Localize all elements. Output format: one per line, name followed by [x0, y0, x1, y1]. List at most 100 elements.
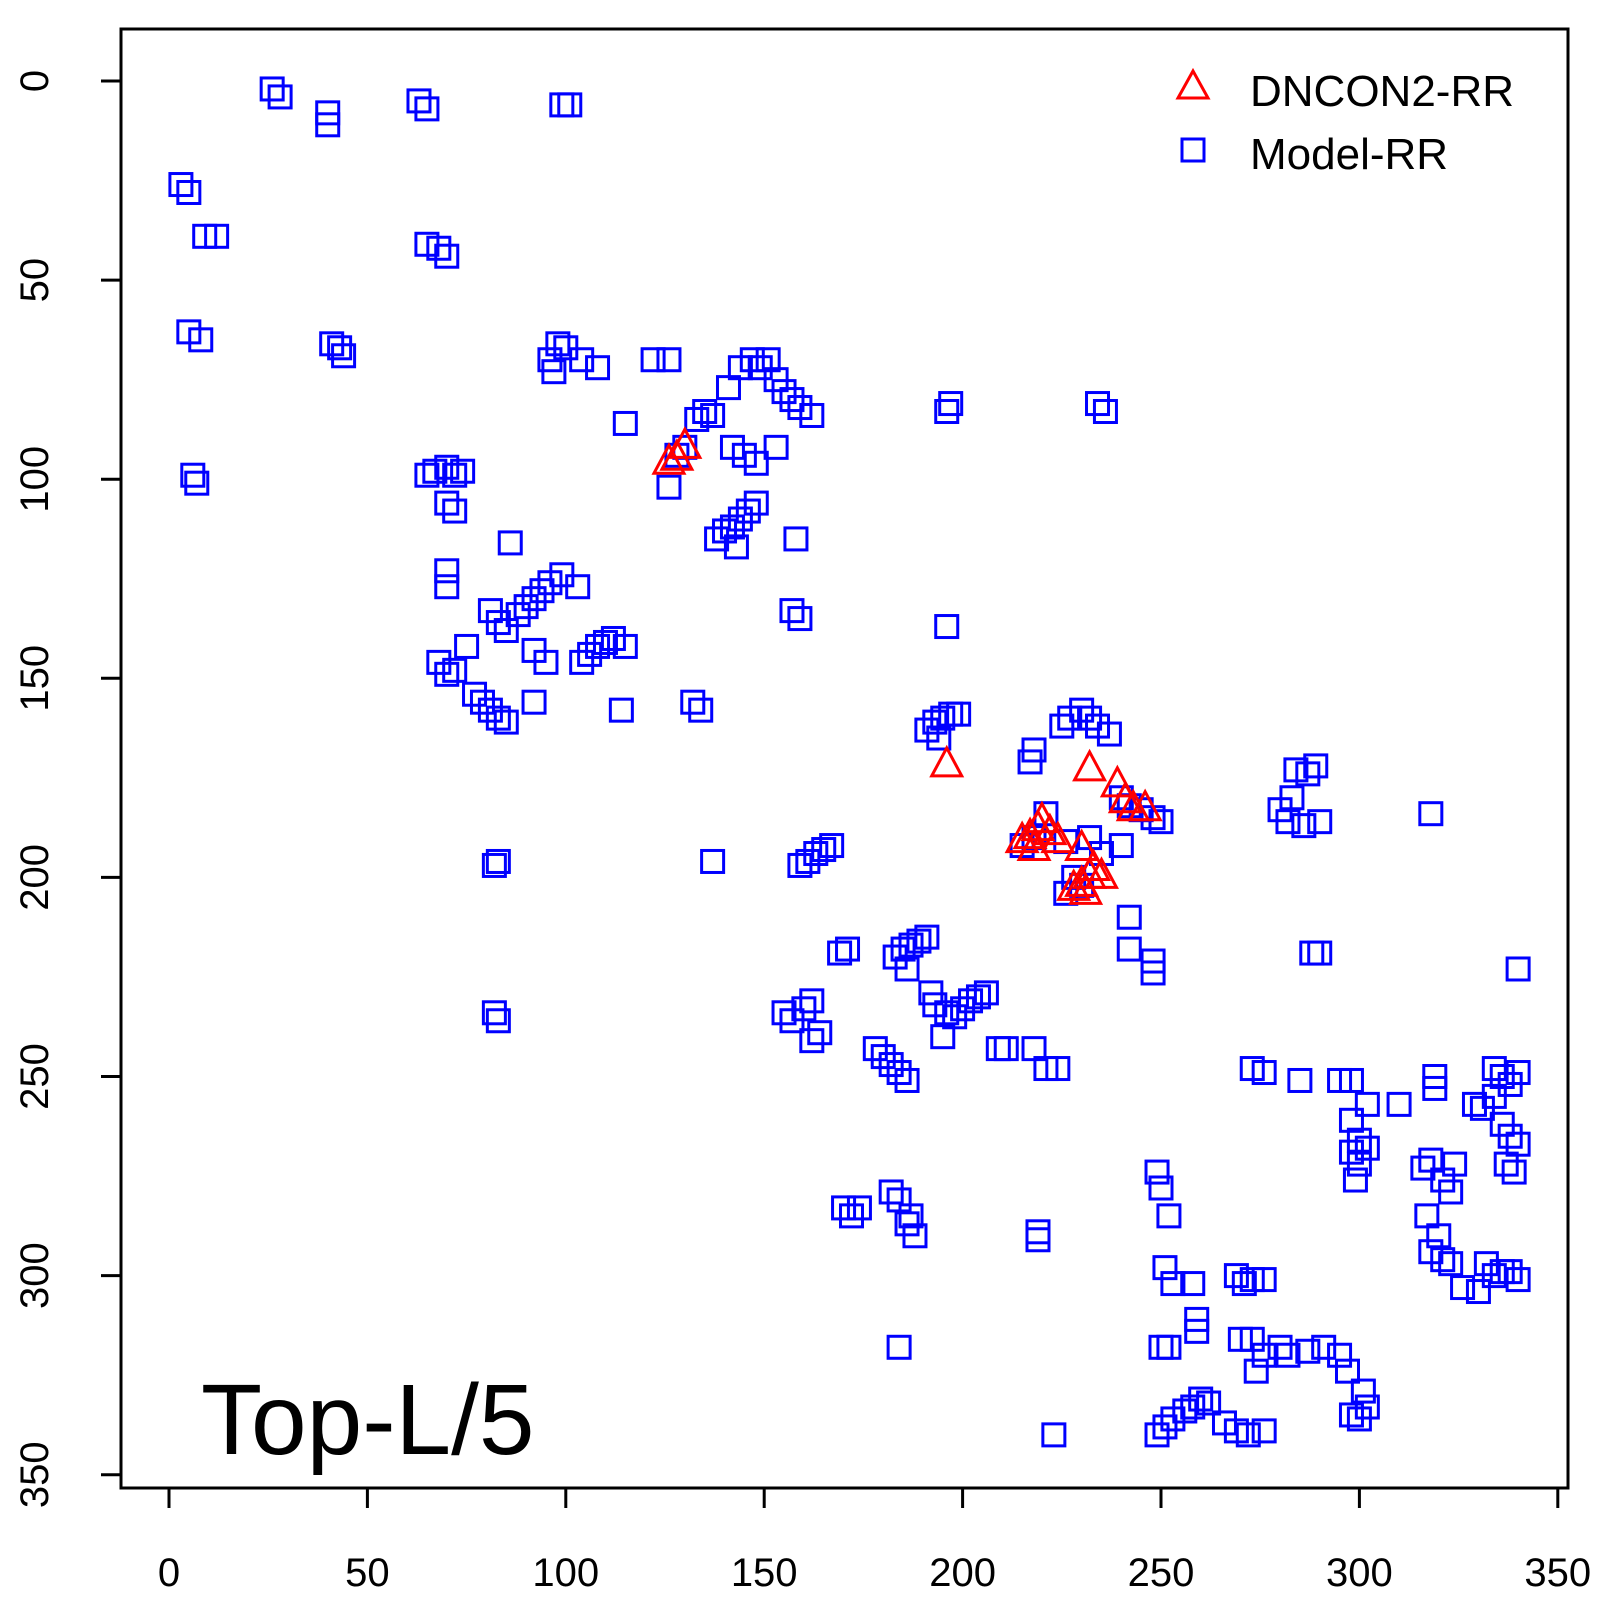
point-model-rr-176	[934, 1000, 960, 1026]
point-model-rr-260	[1438, 1251, 1464, 1277]
point-model-rr-232	[838, 1203, 864, 1229]
point-model-rr-230	[1430, 1247, 1456, 1273]
point-model-rr-194	[1045, 1056, 1071, 1082]
point-model-rr-173	[799, 1028, 825, 1054]
point-model-rr-112	[926, 725, 952, 751]
legend-label-dncon2-rr: DNCON2-RR	[1250, 67, 1514, 116]
point-model-rr-71	[434, 558, 460, 584]
point-model-rr-224	[1438, 1179, 1464, 1205]
point-model-rr-92	[462, 681, 488, 707]
x-tick-label-350: 350	[1524, 1551, 1591, 1595]
point-model-rr-48	[763, 434, 789, 460]
point-model-rr-238	[898, 1203, 924, 1229]
point-model-rr-271	[1311, 1334, 1337, 1360]
y-tick-label-200: 200	[13, 844, 57, 911]
legend-label-model-rr: Model-RR	[1250, 130, 1448, 179]
point-model-rr-244	[1152, 1255, 1178, 1281]
point-model-rr-43	[692, 399, 718, 425]
point-model-rr-87	[934, 614, 960, 640]
point-model-rr-196	[1251, 1060, 1277, 1086]
legend: DNCON2-RR Model-RR	[1175, 67, 1514, 179]
point-model-rr-225	[1410, 1155, 1436, 1181]
point-model-rr-234	[878, 1179, 904, 1205]
point-model-rr-49	[938, 391, 964, 417]
point-model-rr-50	[934, 399, 960, 425]
point-model-rr-200	[1354, 1091, 1380, 1117]
point-model-rr-86	[787, 606, 813, 632]
point-model-rr-58	[442, 462, 468, 488]
point-model-rr-256	[1497, 1259, 1523, 1285]
point-model-rr-29	[739, 347, 765, 373]
point-model-rr-16	[188, 327, 214, 353]
point-model-rr-276	[1144, 1422, 1170, 1448]
y-tick-label-100: 100	[13, 446, 57, 513]
point-model-rr-111	[946, 701, 972, 727]
point-model-rr-180	[965, 984, 991, 1010]
point-model-rr-74	[513, 594, 539, 620]
point-model-rr-37	[715, 375, 741, 401]
point-model-rr-21	[541, 359, 567, 385]
point-model-rr-243	[1156, 1203, 1182, 1229]
point-model-rr-270	[1295, 1338, 1321, 1364]
point-model-rr-220	[1354, 1135, 1380, 1161]
point-model-rr-104	[608, 697, 634, 723]
point-model-rr-155	[1303, 753, 1329, 779]
point-model-rr-287	[1338, 1402, 1364, 1428]
point-model-rr-136	[1116, 904, 1142, 930]
point-model-rr-171	[799, 988, 825, 1014]
point-model-rr-164	[906, 928, 932, 954]
point-model-rr-44	[700, 402, 726, 428]
point-model-rr-254	[1481, 1263, 1507, 1289]
point-model-rr-40	[656, 474, 682, 500]
point-model-rr-226	[1442, 1151, 1468, 1177]
point-model-rr-95	[485, 705, 511, 731]
y-tick-label-350: 350	[13, 1441, 57, 1508]
point-model-rr-53	[180, 462, 206, 488]
point-model-rr-206	[1489, 1064, 1515, 1089]
point-model-rr-246	[1180, 1271, 1206, 1297]
point-model-rr-100	[592, 629, 618, 655]
point-model-rr-219	[1346, 1151, 1372, 1177]
plot-frame	[119, 27, 1570, 1490]
point-model-rr-201	[1338, 1107, 1364, 1133]
point-model-rr-96	[493, 709, 519, 735]
point-model-rr-139	[1140, 960, 1166, 986]
point-model-rr-228	[1426, 1223, 1452, 1249]
point-model-rr-182	[930, 1024, 956, 1050]
point-model-rr-205	[1481, 1056, 1507, 1082]
point-model-rr-268	[1267, 1334, 1293, 1360]
point-model-rr-286	[1251, 1418, 1277, 1444]
point-model-rr-208	[1505, 1060, 1531, 1086]
point-model-rr-25	[585, 355, 611, 381]
point-model-rr-14	[434, 243, 460, 269]
point-dncon2-rr-21	[1083, 856, 1119, 889]
point-model-rr-144	[819, 833, 845, 859]
point-model-rr-19	[331, 343, 357, 369]
point-model-rr-102	[612, 633, 638, 659]
point-model-rr-263	[1156, 1334, 1182, 1360]
point-model-rr-51	[1085, 391, 1111, 417]
point-model-rr-26	[640, 347, 666, 373]
point-model-rr-233	[846, 1195, 872, 1221]
point-model-rr-142	[803, 841, 829, 867]
point-dncon2-rr-22	[1068, 872, 1104, 905]
point-model-rr-158	[1307, 940, 1333, 966]
point-model-rr-186	[870, 1044, 896, 1070]
point-model-rr-54	[184, 470, 210, 496]
point-dncon2-rr-6	[1107, 780, 1143, 814]
y-tick-label-150: 150	[13, 645, 57, 712]
point-model-rr-4	[406, 88, 432, 114]
point-model-rr-7	[557, 92, 583, 118]
point-model-rr-252	[1251, 1267, 1277, 1293]
legend-marker-model-rr	[1180, 137, 1206, 163]
point-model-rr-275	[1041, 1422, 1067, 1448]
point-model-rr-31	[755, 347, 781, 373]
point-model-rr-209	[1461, 1091, 1487, 1117]
point-dncon2-rr-2	[667, 426, 703, 459]
point-model-rr-108	[922, 709, 948, 735]
point-model-rr-93	[469, 689, 495, 715]
point-model-rr-272	[1327, 1342, 1353, 1368]
point-model-rr-216	[1501, 1159, 1527, 1185]
point-model-rr-197	[1287, 1067, 1313, 1093]
